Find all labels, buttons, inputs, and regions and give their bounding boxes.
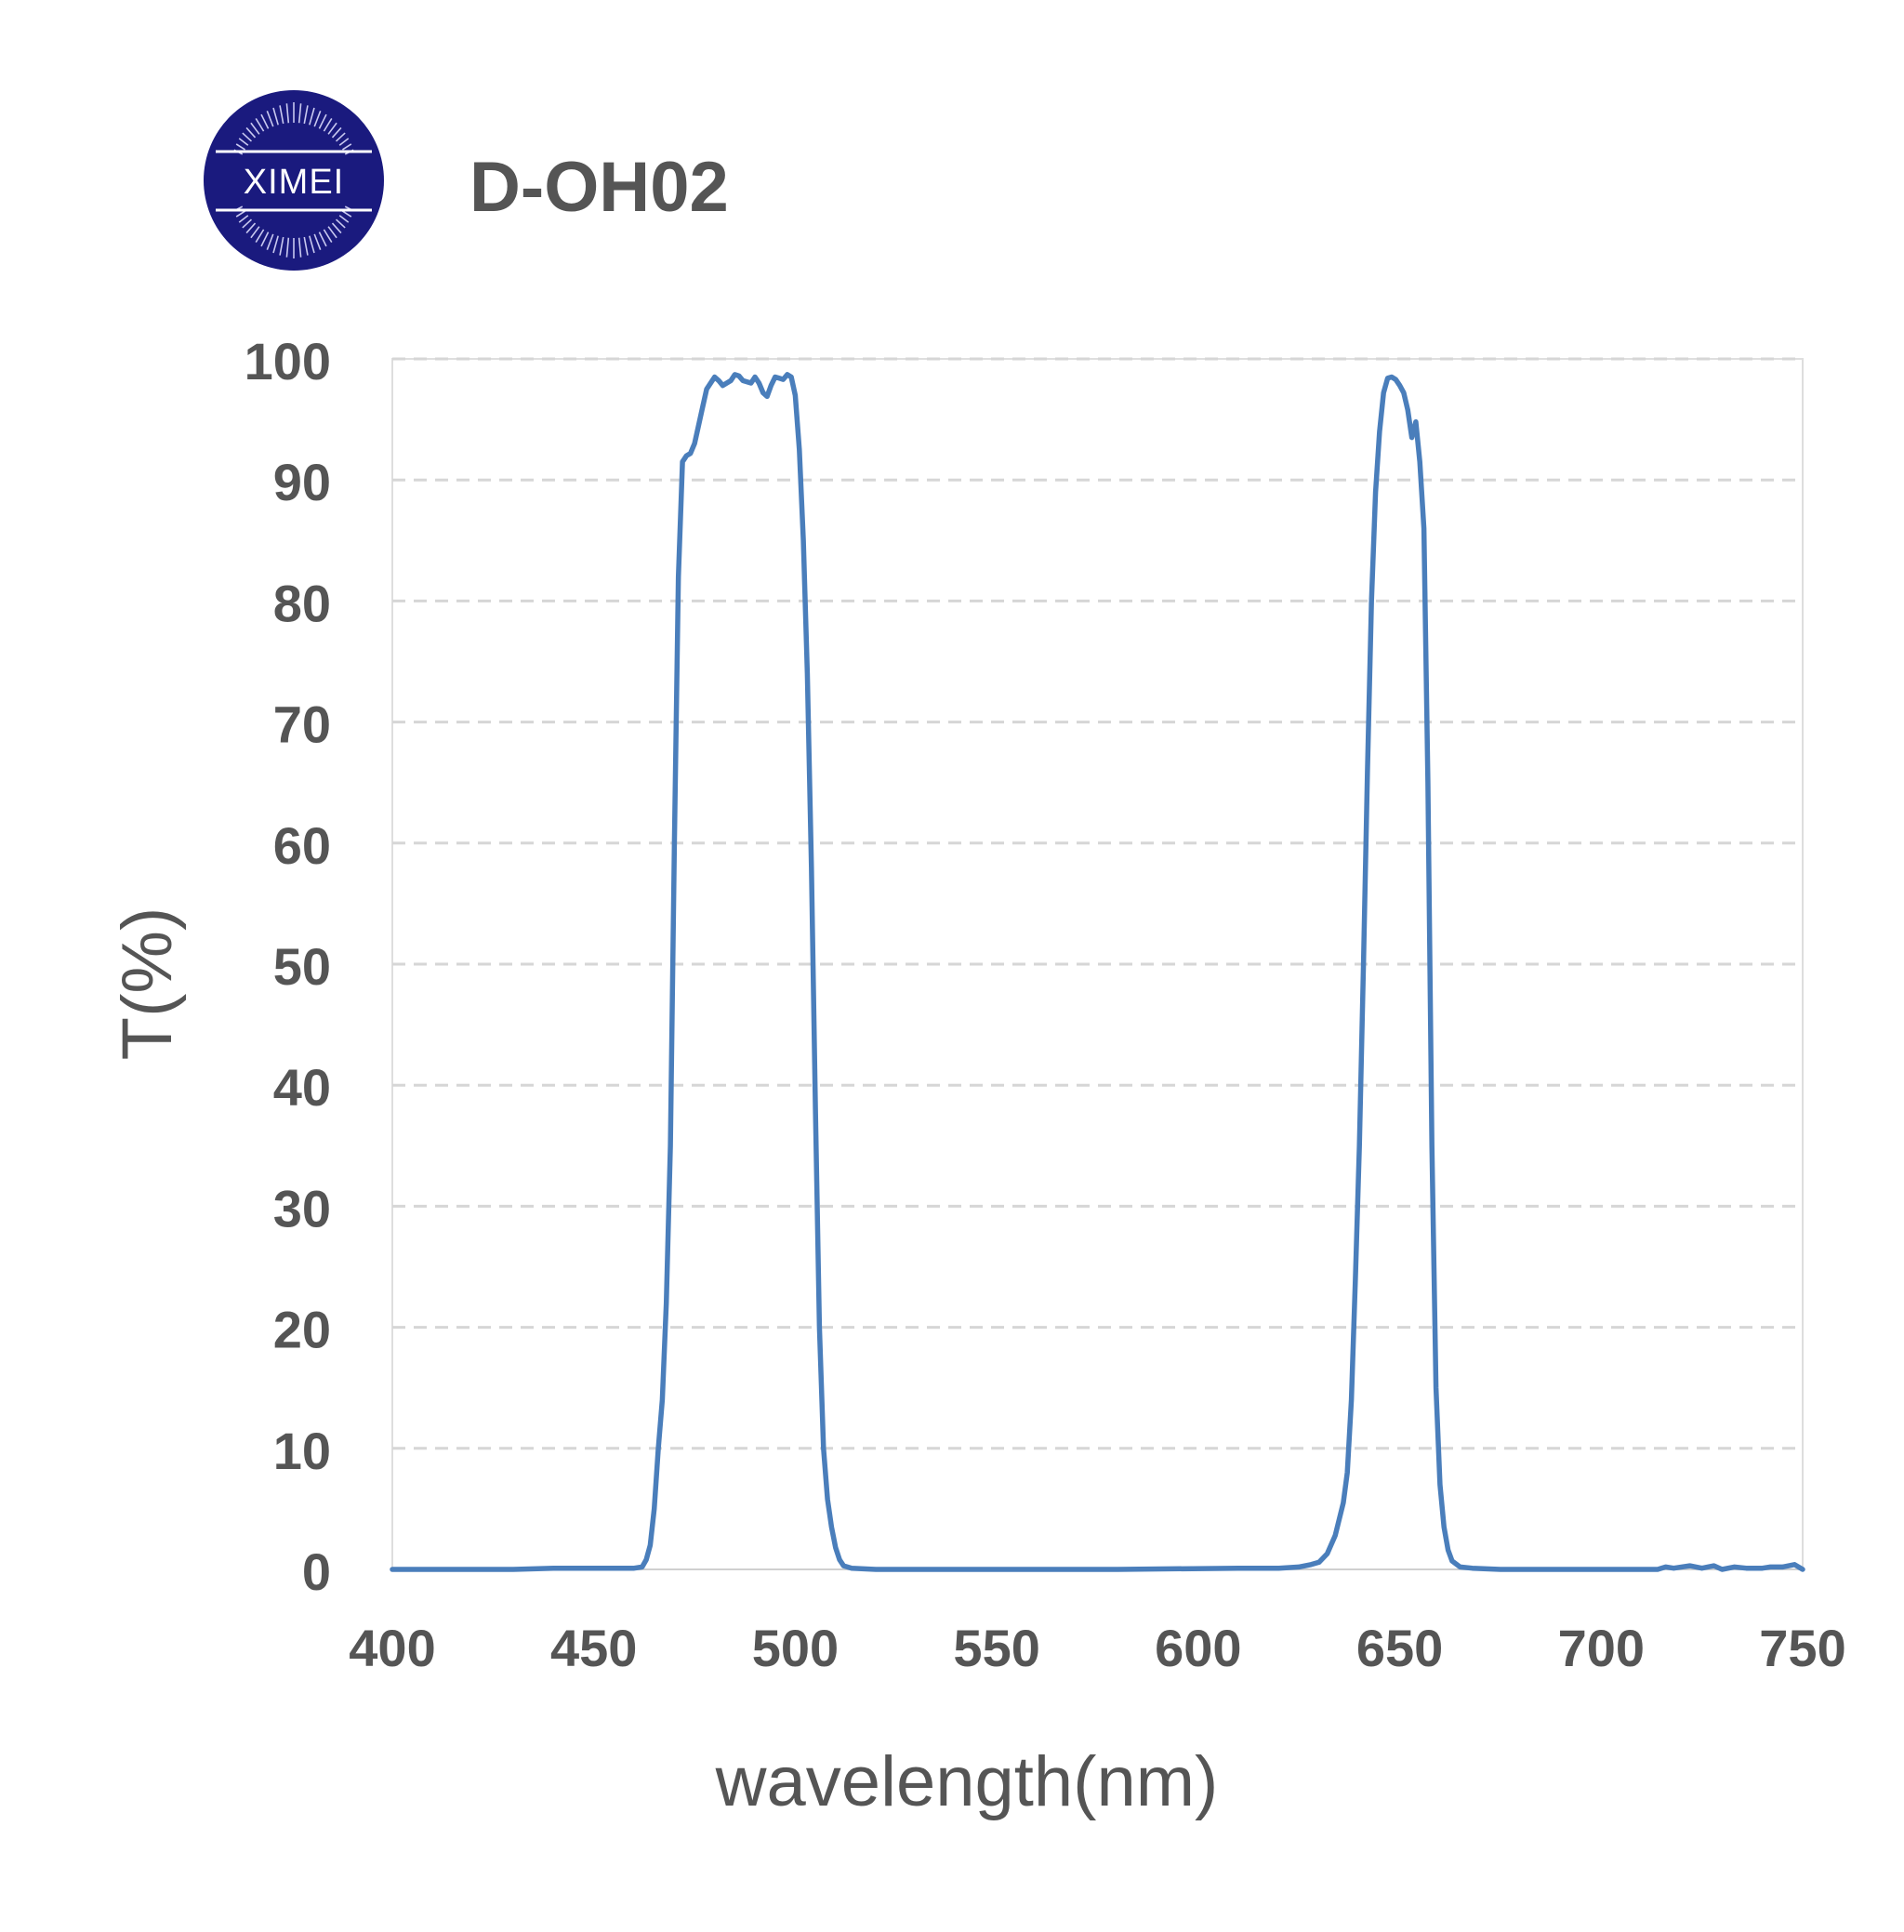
logo-ray — [285, 103, 290, 124]
x-tick-label: 450 — [550, 1619, 637, 1677]
logo-ray — [323, 229, 333, 243]
x-tick-label: 500 — [752, 1619, 839, 1677]
logo-ray — [272, 107, 279, 126]
logo-ray — [260, 232, 270, 247]
logo-ray — [313, 233, 322, 251]
logo-ray — [242, 218, 253, 229]
logo-ray — [323, 118, 333, 132]
y-tick-label: 50 — [273, 937, 331, 996]
gridlines — [392, 357, 1803, 1570]
logo-ray — [238, 138, 249, 146]
logo-ray — [272, 235, 279, 254]
logo-ray — [250, 226, 260, 239]
x-tick-label: 600 — [1155, 1619, 1241, 1677]
logo-ray — [318, 113, 327, 129]
logo-ray — [235, 143, 245, 151]
logo-ray — [266, 233, 274, 251]
logo-ray — [338, 138, 350, 146]
logo-ray — [327, 122, 337, 135]
y-tick-label: 70 — [273, 695, 331, 754]
y-tick-label: 40 — [273, 1058, 331, 1117]
logo-ray — [309, 235, 315, 254]
logo-ray — [279, 105, 284, 125]
logo-ray — [266, 110, 274, 127]
logo-ray — [245, 222, 257, 234]
logo-ray — [313, 110, 322, 127]
logo-ray — [309, 107, 315, 126]
logo-ray — [279, 236, 284, 256]
y-tick-label: 60 — [273, 816, 331, 875]
logo-disc — [204, 90, 384, 271]
x-tick-label: 400 — [349, 1619, 435, 1677]
logo-text: XIMEI — [244, 163, 344, 202]
logo-ray — [235, 210, 245, 218]
x-tick-label: 550 — [953, 1619, 1039, 1677]
x-axis-title: wavelength(nm) — [715, 1742, 1219, 1821]
series-line — [390, 372, 1805, 1572]
y-tick-label: 10 — [273, 1422, 331, 1480]
logo-ray — [318, 232, 327, 247]
y-tick-label: 30 — [273, 1179, 331, 1237]
logo-ray — [338, 215, 350, 223]
logo-ray — [342, 210, 352, 218]
logo-ray — [238, 215, 249, 223]
y-tick-label: 20 — [273, 1301, 331, 1359]
logo-ray — [260, 113, 270, 129]
logo-ray — [331, 126, 342, 139]
logo-ray — [285, 237, 290, 258]
logo-ray — [303, 105, 309, 125]
logo-ray — [327, 226, 337, 239]
logo-ray — [255, 229, 265, 243]
x-tick-label: 700 — [1558, 1619, 1645, 1677]
logo-ray — [331, 222, 342, 234]
logo-ray — [242, 132, 253, 142]
logo-ray — [245, 126, 257, 139]
logo-ray — [342, 143, 352, 151]
x-tick-label: 650 — [1356, 1619, 1443, 1677]
logo-ray — [250, 122, 260, 135]
y-tick-label: 90 — [273, 453, 331, 511]
x-tick-label: 750 — [1759, 1619, 1845, 1677]
logo-ray — [335, 218, 346, 229]
logo-ray — [335, 132, 346, 142]
y-tick-label: 0 — [302, 1542, 331, 1601]
x-tick-labels: 400 450 500 550 600 650 700 750 — [349, 1619, 1845, 1677]
logo: XIMEI — [204, 90, 384, 271]
y-axis-title: T(%) — [108, 907, 187, 1061]
logo-ray — [298, 237, 302, 258]
y-tick-labels: 0 10 20 30 40 50 60 70 80 90 100 — [245, 332, 331, 1601]
y-tick-label: 100 — [245, 332, 331, 390]
logo-ray — [255, 118, 265, 132]
logo-ray — [298, 103, 302, 124]
y-tick-label: 80 — [273, 574, 331, 632]
logo-rays-icon — [233, 102, 354, 258]
logo-ray — [303, 236, 309, 256]
chart-title: D-OH02 — [469, 148, 729, 227]
